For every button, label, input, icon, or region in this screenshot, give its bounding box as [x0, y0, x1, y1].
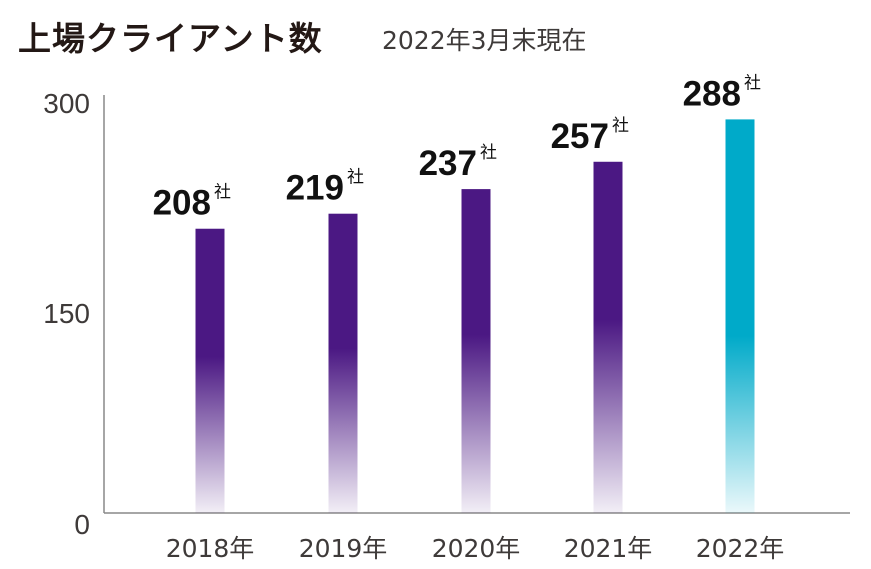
value-unit: 社: [612, 116, 629, 136]
bar: [195, 228, 225, 513]
x-tick-label: 2018年: [166, 534, 255, 563]
bar: [461, 189, 491, 513]
value-unit: 社: [214, 183, 231, 203]
x-tick-label: 2019年: [299, 534, 388, 563]
value-number: 257: [551, 117, 609, 156]
value-unit: 社: [480, 143, 497, 163]
value-number: 219: [286, 169, 344, 208]
y-tick-label: 300: [43, 88, 90, 119]
x-tick-label: 2021年: [564, 534, 653, 563]
value-label: 219 社: [286, 168, 364, 208]
value-label: 237 社: [419, 143, 497, 183]
y-tick-label: 0: [74, 509, 90, 540]
value-label: 208 社: [153, 183, 231, 223]
value-unit: 社: [744, 73, 761, 93]
x-tick-label: 2022年: [696, 534, 785, 563]
x-tick-label: 2020年: [432, 534, 521, 563]
value-number: 237: [419, 144, 477, 183]
chart-subtitle: 2022年3月末現在: [382, 26, 587, 55]
bar: [593, 161, 623, 513]
y-tick-label: 150: [43, 298, 90, 329]
value-unit: 社: [347, 168, 364, 188]
bar: [328, 213, 358, 513]
value-number: 208: [153, 184, 211, 223]
bar-highlight: [725, 119, 755, 514]
value-label: 257 社: [551, 116, 629, 156]
chart-title: 上場クライアント数: [18, 19, 323, 58]
value-label: 288 社: [683, 73, 761, 113]
value-number: 288: [683, 74, 741, 113]
